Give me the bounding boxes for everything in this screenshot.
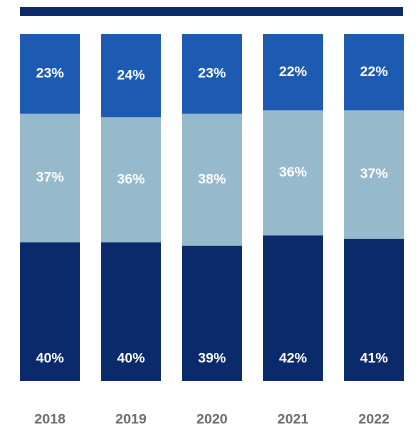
- x-tick-label-2019: 2019: [115, 411, 146, 427]
- bar-segment-bottom-2018: [20, 242, 80, 381]
- data-label-bottom-2022: 41%: [360, 350, 389, 366]
- value-labels-layer: 40% 37% 23% 40% 36% 24% 39% 38% 23% 42% 36% 22% 41% 3…: [36, 63, 389, 366]
- x-axis-labels: 2018 2019 2020 2021 2022: [34, 411, 389, 427]
- data-label-middle-2022: 37%: [360, 165, 389, 181]
- data-label-middle-2021: 36%: [279, 164, 308, 180]
- data-label-middle-2020: 38%: [198, 170, 227, 186]
- data-label-top-2018: 23%: [36, 65, 65, 81]
- data-label-middle-2018: 37%: [36, 169, 65, 185]
- x-tick-label-2020: 2020: [196, 411, 227, 427]
- data-label-bottom-2018: 40%: [36, 350, 65, 366]
- header-bar: [20, 7, 403, 16]
- data-label-top-2022: 22%: [360, 63, 389, 79]
- bar-segment-top-2021: [263, 34, 323, 111]
- data-label-middle-2019: 36%: [117, 170, 146, 186]
- bar-segment-top-2019: [101, 34, 161, 118]
- bar-segment-top-2022: [344, 34, 404, 111]
- bar-segment-middle-2022: [344, 110, 404, 239]
- data-label-bottom-2021: 42%: [279, 350, 308, 366]
- data-label-bottom-2019: 40%: [117, 350, 146, 366]
- bar-segment-top-2018: [20, 34, 80, 114]
- data-label-top-2019: 24%: [117, 66, 146, 82]
- x-tick-label-2021: 2021: [277, 411, 308, 427]
- x-tick-label-2022: 2022: [358, 411, 389, 427]
- bar-segment-middle-2021: [263, 110, 323, 236]
- bar-segment-bottom-2022: [344, 238, 404, 381]
- bar-segment-middle-2018: [20, 113, 80, 243]
- x-tick-label-2018: 2018: [34, 411, 65, 427]
- bars-layer: [20, 34, 404, 381]
- data-label-top-2020: 23%: [198, 65, 227, 81]
- bar-segment-bottom-2021: [263, 235, 323, 381]
- bar-segment-bottom-2020: [182, 245, 242, 381]
- bar-segment-middle-2019: [101, 117, 161, 243]
- bar-segment-middle-2020: [182, 113, 242, 246]
- data-label-top-2021: 22%: [279, 63, 308, 79]
- data-label-bottom-2020: 39%: [198, 350, 227, 366]
- bar-segment-top-2020: [182, 34, 242, 114]
- bar-segment-bottom-2019: [101, 242, 161, 381]
